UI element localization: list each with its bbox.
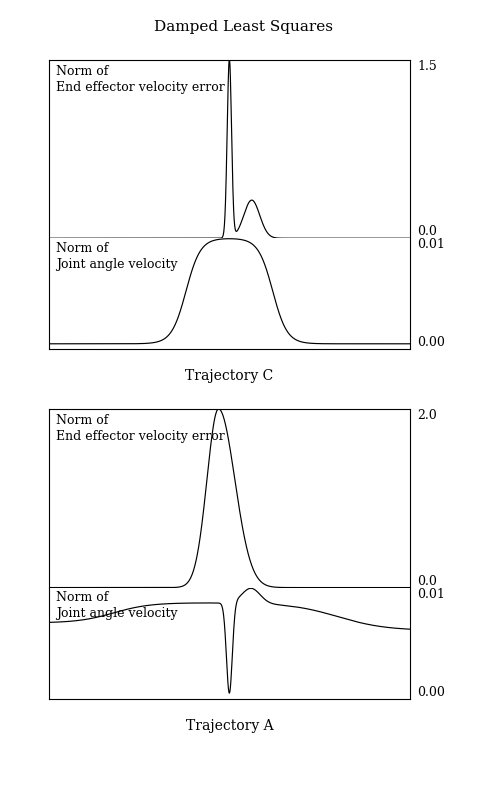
Text: 1.5: 1.5 — [417, 60, 437, 72]
Text: 0.0: 0.0 — [417, 575, 437, 588]
Text: 2.0: 2.0 — [417, 409, 437, 422]
Text: Norm of
End effector velocity error: Norm of End effector velocity error — [56, 65, 225, 94]
Text: Norm of
Joint angle velocity: Norm of Joint angle velocity — [56, 591, 178, 620]
Text: 0.0: 0.0 — [417, 225, 437, 238]
Text: 0.00: 0.00 — [417, 686, 445, 699]
Text: Norm of
End effector velocity error: Norm of End effector velocity error — [56, 414, 225, 443]
Text: Norm of
Joint angle velocity: Norm of Joint angle velocity — [56, 241, 178, 271]
Text: 0.01: 0.01 — [417, 238, 445, 251]
Text: Trajectory C: Trajectory C — [185, 369, 273, 384]
Text: Damped Least Squares: Damped Least Squares — [155, 20, 333, 34]
Text: Trajectory A: Trajectory A — [185, 719, 273, 733]
Text: 0.00: 0.00 — [417, 337, 445, 349]
Text: 0.01: 0.01 — [417, 588, 445, 600]
